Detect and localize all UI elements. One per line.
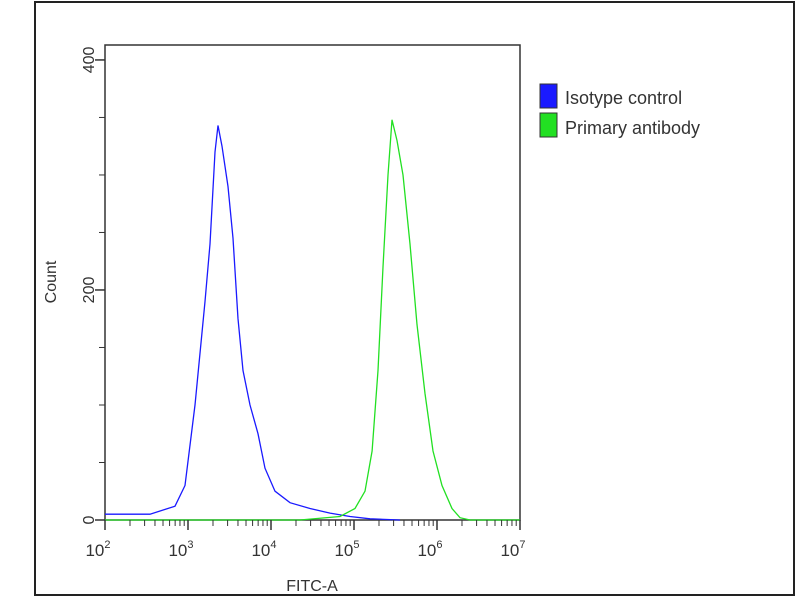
x-tick-label: 102 (85, 539, 110, 560)
x-tick-label: 105 (334, 539, 359, 560)
series-line-primary-antibody (105, 119, 520, 521)
legend-label-isotype: Isotype control (565, 88, 682, 108)
x-tick-label: 104 (251, 539, 276, 560)
legend-label-primary: Primary antibody (565, 118, 700, 138)
y-tick-label: 200 (81, 277, 98, 304)
legend-swatch-isotype (539, 83, 558, 109)
plot-area (104, 44, 521, 521)
series-layer (105, 119, 520, 521)
legend: Isotype control Primary antibody (539, 83, 700, 138)
x-tick-label: 107 (500, 539, 525, 560)
series-line-isotype-control (105, 125, 401, 521)
y-tick-label: 0 (81, 515, 98, 524)
x-axis-label: FITC-A (286, 578, 338, 595)
x-tick-label: 103 (168, 539, 193, 560)
y-tick-label: 400 (81, 47, 98, 74)
legend-swatch-primary (539, 112, 558, 138)
x-tick-label: 106 (417, 539, 442, 560)
axis-layer: 102 103 104 105 106 107 0 200 400 (81, 47, 526, 560)
y-axis-label: Count (43, 260, 60, 303)
figure-frame (34, 1, 795, 596)
